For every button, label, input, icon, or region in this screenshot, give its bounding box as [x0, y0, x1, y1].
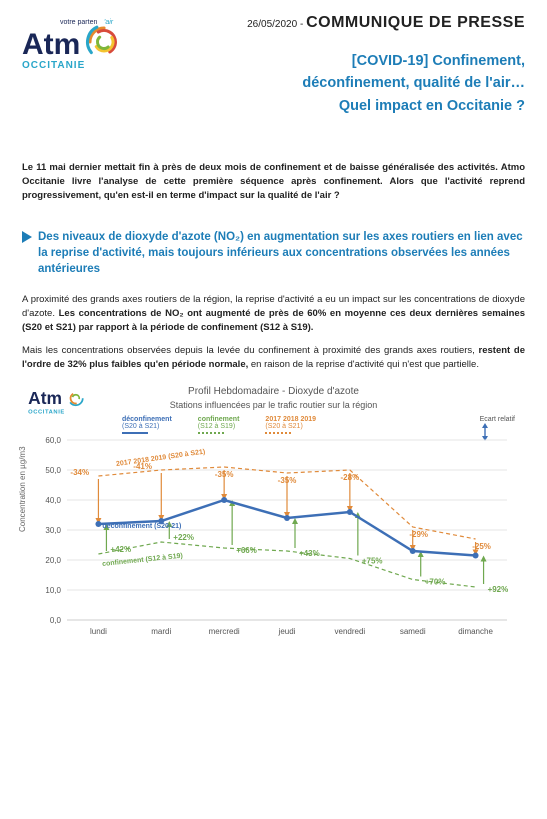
svg-text:30,0: 30,0	[45, 526, 61, 535]
svg-text:60,0: 60,0	[45, 436, 61, 445]
svg-text:-29%: -29%	[409, 530, 428, 539]
svg-text:lundi: lundi	[90, 627, 107, 636]
logo-tagline: votre parten	[60, 19, 97, 26]
svg-text:50,0: 50,0	[45, 466, 61, 475]
svg-text:20,0: 20,0	[45, 556, 61, 565]
atmo-logo-svg: votre parten 'air Atm OCCITANIE	[22, 14, 142, 76]
svg-text:40,0: 40,0	[45, 496, 61, 505]
svg-text:-35%: -35%	[278, 476, 297, 485]
section-1-p1: A proximité des grands axes routiers de …	[22, 293, 525, 334]
p2-a: Mais les concentrations observées depuis…	[22, 345, 479, 356]
svg-text:confinement (S12 à S19): confinement (S12 à S19)	[102, 552, 183, 567]
svg-text:-25%: -25%	[472, 542, 491, 551]
svg-text:samedi: samedi	[400, 627, 426, 636]
header-date: 26/05/2020	[247, 19, 297, 30]
svg-text:+22%: +22%	[173, 533, 194, 542]
svg-text:+66%: +66%	[236, 546, 257, 555]
header-headline: COMMUNIQUE DE PRESSE	[306, 14, 525, 31]
title-line-1: [COVID-19] Confinement,	[142, 50, 525, 72]
svg-text:mardi: mardi	[151, 627, 171, 636]
svg-text:10,0: 10,0	[45, 586, 61, 595]
svg-text:+92%: +92%	[488, 585, 509, 594]
logo-tagline-accent: 'air	[104, 19, 114, 26]
p2-c: en raison de la reprise d'activité qui n…	[251, 359, 479, 370]
header-date-line: 26/05/2020 - COMMUNIQUE DE PRESSE	[142, 14, 525, 32]
svg-text:déconfinement (S20-21): déconfinement (S20-21)	[102, 523, 181, 530]
title-block: [COVID-19] Confinement, déconfinement, q…	[142, 50, 525, 117]
svg-text:0,0: 0,0	[50, 616, 62, 625]
svg-text:+70%: +70%	[425, 577, 446, 586]
svg-text:mercredi: mercredi	[209, 627, 240, 636]
header: votre parten 'air Atm OCCITANIE 26/05/20…	[22, 14, 525, 117]
section-1-p2: Mais les concentrations observées depuis…	[22, 344, 525, 372]
title-line-2: déconfinement, qualité de l'air…	[142, 72, 525, 94]
chart-svg: 0,0 10,0 20,0 30,0 40,0 50,0 60,0 lundi mardi mer…	[22, 382, 525, 642]
svg-text:-28%: -28%	[341, 473, 360, 482]
logo-brand: Atm	[22, 28, 80, 61]
triangle-bullet-icon	[22, 231, 32, 243]
svg-text:-34%: -34%	[70, 468, 89, 477]
p1-b: Les concentrations de NO₂ ont augmenté d…	[22, 308, 525, 333]
title-line-3: Quel impact en Occitanie ?	[142, 95, 525, 117]
svg-text:-35%: -35%	[215, 470, 234, 479]
chart-container: Atm OCCITANIE Profil Hebdomadaire - Diox…	[22, 382, 525, 642]
svg-text:2017 2018 2019 (S20 à S21): 2017 2018 2019 (S20 à S21)	[116, 448, 206, 467]
section-1-heading: Des niveaux de dioxyde d'azote (NO₂) en …	[22, 229, 525, 277]
section-1-heading-text: Des niveaux de dioxyde d'azote (NO₂) en …	[38, 229, 525, 277]
svg-text:dimanche: dimanche	[458, 627, 493, 636]
svg-text:jeudi: jeudi	[278, 627, 296, 636]
svg-text:vendredi: vendredi	[335, 627, 366, 636]
logo: votre parten 'air Atm OCCITANIE	[22, 14, 142, 78]
intro-paragraph: Le 11 mai dernier mettait fin à près de …	[22, 161, 525, 202]
logo-region: OCCITANIE	[22, 60, 85, 71]
